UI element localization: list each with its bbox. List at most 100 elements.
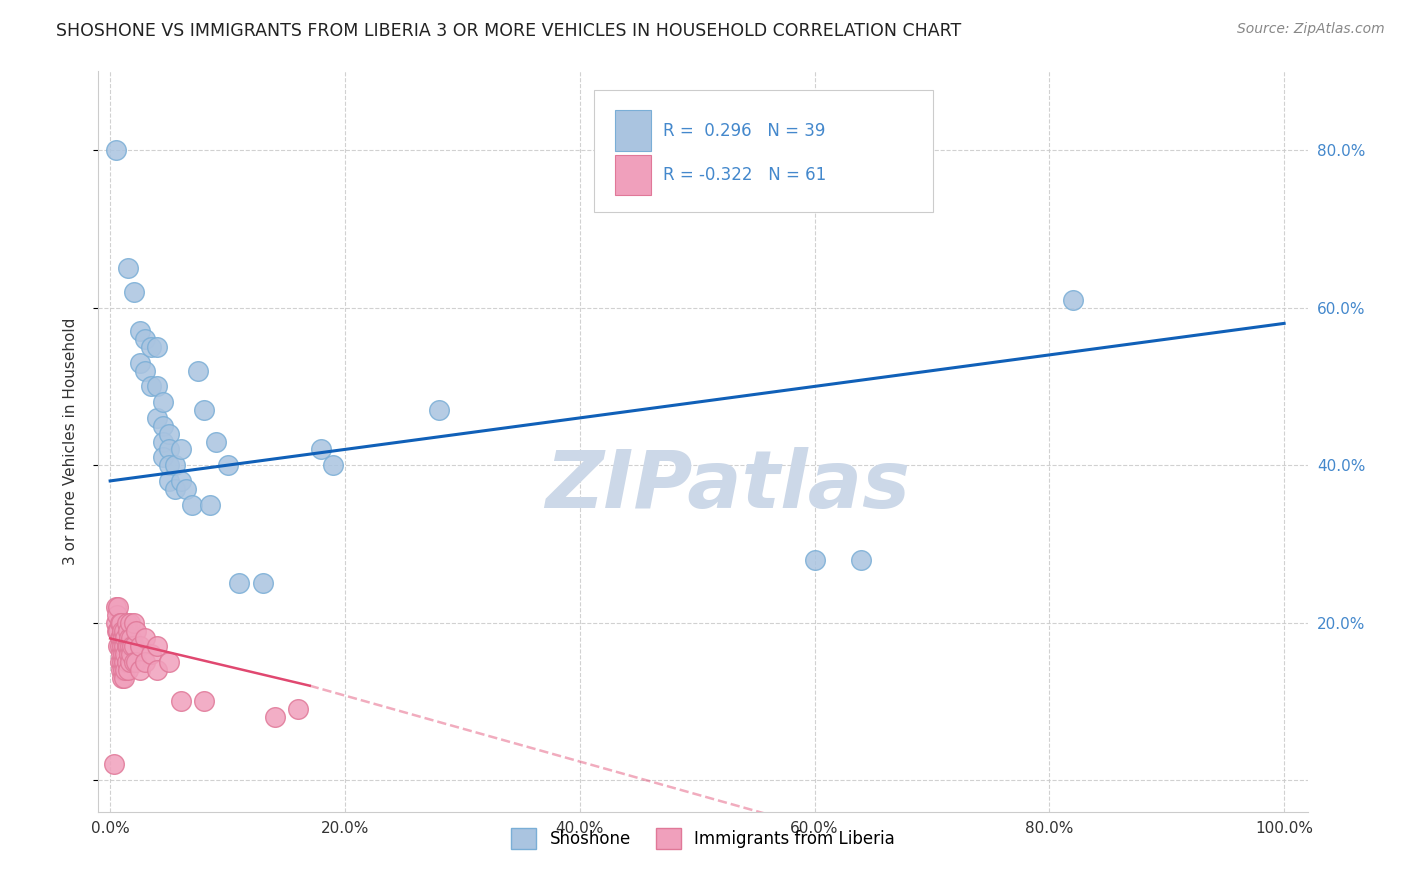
Point [112, 655, 135, 669]
Point [128, 356, 150, 370]
Point [187, 364, 209, 378]
Point [120, 640, 142, 654]
Point [146, 340, 169, 354]
Point [181, 498, 204, 512]
Text: R =  0.296   N = 39: R = 0.296 N = 39 [664, 121, 825, 139]
Point [152, 395, 174, 409]
Point [120, 615, 142, 630]
Point [146, 663, 169, 677]
Point [112, 647, 135, 661]
Point [157, 426, 180, 441]
Point [103, 757, 125, 772]
Point [803, 552, 825, 566]
Point [322, 458, 344, 472]
Text: R = -0.322   N = 61: R = -0.322 N = 61 [664, 166, 827, 184]
Point [146, 379, 169, 393]
Point [114, 647, 136, 661]
Point [111, 671, 134, 685]
Point [157, 474, 180, 488]
Point [110, 647, 132, 661]
Point [114, 663, 136, 677]
Point [125, 624, 148, 638]
Point [105, 143, 128, 157]
Point [105, 607, 128, 622]
Point [169, 694, 191, 708]
Point [204, 434, 226, 449]
Point [115, 655, 138, 669]
Point [122, 655, 145, 669]
Point [115, 615, 138, 630]
Point [112, 663, 135, 677]
Point [157, 655, 180, 669]
Point [108, 615, 131, 630]
Point [1062, 293, 1084, 307]
Point [252, 576, 274, 591]
Point [152, 418, 174, 433]
Legend: Shoshone, Immigrants from Liberia: Shoshone, Immigrants from Liberia [505, 822, 901, 855]
Point [117, 663, 139, 677]
Point [122, 615, 145, 630]
Point [111, 624, 134, 638]
Point [163, 482, 186, 496]
Point [287, 702, 309, 716]
Point [118, 647, 141, 661]
Point [134, 632, 156, 646]
Point [105, 615, 128, 630]
Point [128, 324, 150, 338]
Point [121, 640, 143, 654]
Point [117, 261, 139, 276]
Point [163, 458, 186, 472]
Point [108, 632, 131, 646]
Point [105, 599, 128, 614]
Point [122, 285, 145, 299]
Point [169, 474, 191, 488]
Point [141, 340, 163, 354]
Point [228, 576, 250, 591]
Point [217, 458, 239, 472]
Point [120, 632, 142, 646]
Point [128, 663, 150, 677]
Point [141, 647, 163, 661]
Point [115, 640, 138, 654]
Point [427, 403, 450, 417]
Y-axis label: 3 or more Vehicles in Household: 3 or more Vehicles in Household [63, 318, 77, 566]
Point [107, 624, 129, 638]
Point [110, 615, 132, 630]
Point [120, 655, 142, 669]
Point [134, 332, 156, 346]
Point [128, 640, 150, 654]
Point [193, 403, 215, 417]
Point [146, 411, 169, 425]
Point [193, 694, 215, 708]
Point [111, 655, 134, 669]
Point [112, 624, 135, 638]
Point [114, 632, 136, 646]
Point [107, 640, 129, 654]
Point [108, 655, 131, 669]
Point [152, 434, 174, 449]
Point [311, 442, 333, 457]
Point [157, 442, 180, 457]
FancyBboxPatch shape [614, 111, 651, 151]
Point [110, 632, 132, 646]
Point [169, 442, 191, 457]
Point [146, 640, 169, 654]
FancyBboxPatch shape [595, 90, 932, 212]
Text: SHOSHONE VS IMMIGRANTS FROM LIBERIA 3 OR MORE VEHICLES IN HOUSEHOLD CORRELATION : SHOSHONE VS IMMIGRANTS FROM LIBERIA 3 OR… [56, 22, 962, 40]
Point [118, 632, 141, 646]
Text: ZIPatlas: ZIPatlas [544, 447, 910, 525]
Point [110, 663, 132, 677]
Point [157, 458, 180, 472]
Point [112, 632, 135, 646]
Point [176, 482, 198, 496]
Point [263, 710, 285, 724]
Point [122, 640, 145, 654]
Point [111, 640, 134, 654]
Text: Source: ZipAtlas.com: Source: ZipAtlas.com [1237, 22, 1385, 37]
Point [134, 364, 156, 378]
Point [152, 450, 174, 465]
Point [112, 640, 135, 654]
Point [198, 498, 221, 512]
Point [851, 552, 873, 566]
Point [105, 624, 128, 638]
